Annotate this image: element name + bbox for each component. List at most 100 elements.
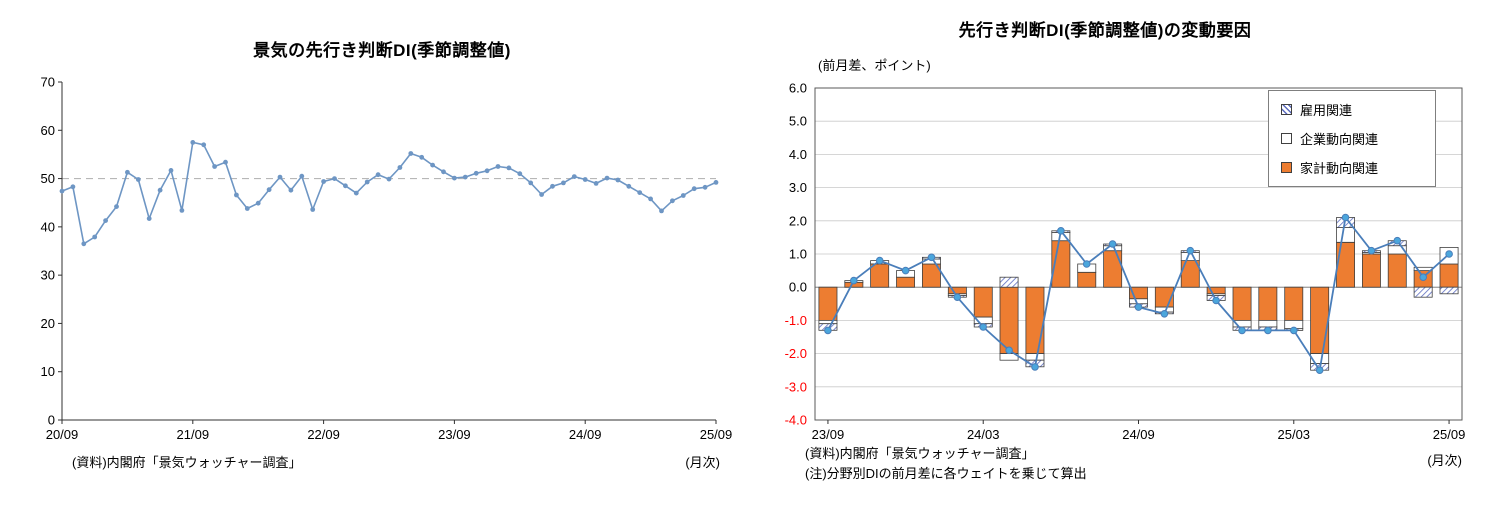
di-point bbox=[146, 216, 152, 222]
total-change-point bbox=[1134, 303, 1143, 311]
total-change-point bbox=[1341, 213, 1350, 222]
di-point bbox=[430, 162, 435, 168]
total-change-point bbox=[1082, 260, 1091, 268]
right-y-tick-label: 4.0 bbox=[789, 147, 807, 162]
bar-segment-white bbox=[1025, 353, 1045, 361]
total-change-point bbox=[901, 266, 910, 275]
right-source-note: (資料)内閣府「景気ウォッチャー調査」 bbox=[805, 446, 1035, 461]
right-x-tick-label: 25/03 bbox=[1278, 427, 1311, 442]
right-chart-title: 先行き判断DI(季節調整値)の変動要因 bbox=[958, 21, 1252, 40]
total-change-point bbox=[1160, 310, 1169, 318]
total-change-point bbox=[1367, 246, 1376, 255]
bar-segment-solid bbox=[1336, 241, 1356, 288]
y-axis-unit-note: (前月差、ポイント) bbox=[818, 58, 931, 73]
di-point bbox=[332, 176, 337, 181]
total-change-point bbox=[1315, 366, 1324, 375]
total-change-point bbox=[1419, 273, 1428, 281]
right-y-tick-label: 3.0 bbox=[789, 180, 807, 195]
di-point bbox=[343, 183, 348, 189]
di-point bbox=[528, 180, 534, 186]
left-y-tick-label: 30 bbox=[41, 268, 55, 283]
left-y-tick-label: 20 bbox=[41, 316, 55, 331]
legend-label-corporate: 企業動向関連 bbox=[1300, 132, 1379, 147]
di-point bbox=[92, 234, 98, 240]
di-point bbox=[59, 188, 65, 194]
di-point bbox=[561, 180, 566, 186]
di-point bbox=[299, 173, 305, 179]
di-point bbox=[408, 151, 414, 156]
left-x-tick-label: 20/09 bbox=[46, 427, 79, 442]
total-change-point bbox=[1290, 326, 1298, 335]
bar-segment-solid bbox=[896, 276, 916, 288]
right-y-tick-label: -1.0 bbox=[785, 313, 807, 328]
di-point bbox=[626, 183, 632, 189]
di-point bbox=[462, 174, 468, 180]
bar-segment-solid bbox=[1232, 286, 1252, 321]
bar-segment-white bbox=[1258, 319, 1278, 328]
total-change-point bbox=[979, 323, 987, 331]
left-chart-title: 景気の先行き判断DI(季節調整値) bbox=[253, 41, 511, 60]
di-point bbox=[452, 175, 457, 181]
di-point bbox=[604, 175, 610, 181]
bar-segment-solid bbox=[1258, 286, 1278, 321]
total-change-point bbox=[927, 253, 936, 262]
di-point bbox=[135, 177, 141, 182]
di-point bbox=[212, 164, 218, 169]
legend-item-corporate: 企業動向関連 bbox=[1281, 129, 1423, 148]
bar-segment-hatched bbox=[1439, 286, 1459, 295]
di-point bbox=[506, 165, 512, 171]
di-point bbox=[550, 183, 555, 189]
di-point bbox=[244, 206, 250, 211]
left-x-tick-label: 23/09 bbox=[438, 427, 471, 442]
total-change-point bbox=[1264, 326, 1272, 335]
di-point bbox=[680, 193, 686, 198]
left-x-tick-label: 22/09 bbox=[307, 427, 340, 442]
right-y-tick-label: -2.0 bbox=[785, 346, 807, 361]
di-point bbox=[659, 208, 664, 214]
di-point bbox=[386, 176, 392, 182]
bar-segment-solid bbox=[973, 286, 993, 318]
di-point bbox=[168, 168, 174, 173]
di-point bbox=[615, 177, 621, 183]
di-point bbox=[670, 198, 675, 204]
bar-segment-solid bbox=[818, 286, 838, 321]
bar-segment-hatched bbox=[1413, 286, 1433, 298]
legend-swatch-employment-hatched bbox=[1281, 104, 1292, 115]
bar-segment-white bbox=[1310, 353, 1330, 365]
di-point bbox=[234, 192, 239, 198]
bar-segment-white bbox=[1336, 226, 1356, 243]
right-y-tick-label: -4.0 bbox=[785, 413, 807, 428]
legend-item-employment: 雇用関連 bbox=[1281, 100, 1423, 119]
bar-segment-white bbox=[1128, 298, 1148, 305]
di-point bbox=[648, 196, 653, 202]
di-point bbox=[353, 190, 359, 196]
left-x-tick-label: 21/09 bbox=[177, 427, 210, 442]
right-y-tick-label: 0.0 bbox=[789, 280, 807, 295]
di-point bbox=[277, 174, 283, 180]
right-x-tick-label: 24/09 bbox=[1122, 427, 1155, 442]
di-point bbox=[70, 184, 76, 190]
right-y-tick-label: 2.0 bbox=[789, 213, 807, 228]
bar-segment-solid bbox=[1025, 286, 1045, 354]
bar-segment-solid bbox=[1077, 271, 1097, 288]
total-change-point bbox=[1108, 240, 1117, 248]
di-point bbox=[473, 170, 479, 176]
di-point bbox=[571, 174, 577, 179]
di-point bbox=[691, 186, 697, 192]
left-y-tick-label: 50 bbox=[41, 171, 55, 186]
bar-segment-solid bbox=[1103, 250, 1123, 288]
right-x-tick-label: 24/03 bbox=[967, 427, 1000, 442]
legend-item-household: 家計動向関連 bbox=[1281, 158, 1423, 177]
total-change-point bbox=[1445, 250, 1453, 258]
bar-segment-solid bbox=[1310, 286, 1330, 354]
legend-swatch-corporate-white bbox=[1281, 133, 1292, 144]
total-change-point bbox=[875, 256, 884, 265]
total-change-point bbox=[1031, 363, 1039, 371]
di-point bbox=[288, 187, 294, 193]
di-point bbox=[484, 168, 490, 174]
di-point bbox=[114, 204, 119, 210]
di-point bbox=[157, 187, 163, 193]
di-point bbox=[81, 241, 87, 247]
di-point bbox=[125, 169, 130, 175]
di-point bbox=[179, 208, 185, 213]
